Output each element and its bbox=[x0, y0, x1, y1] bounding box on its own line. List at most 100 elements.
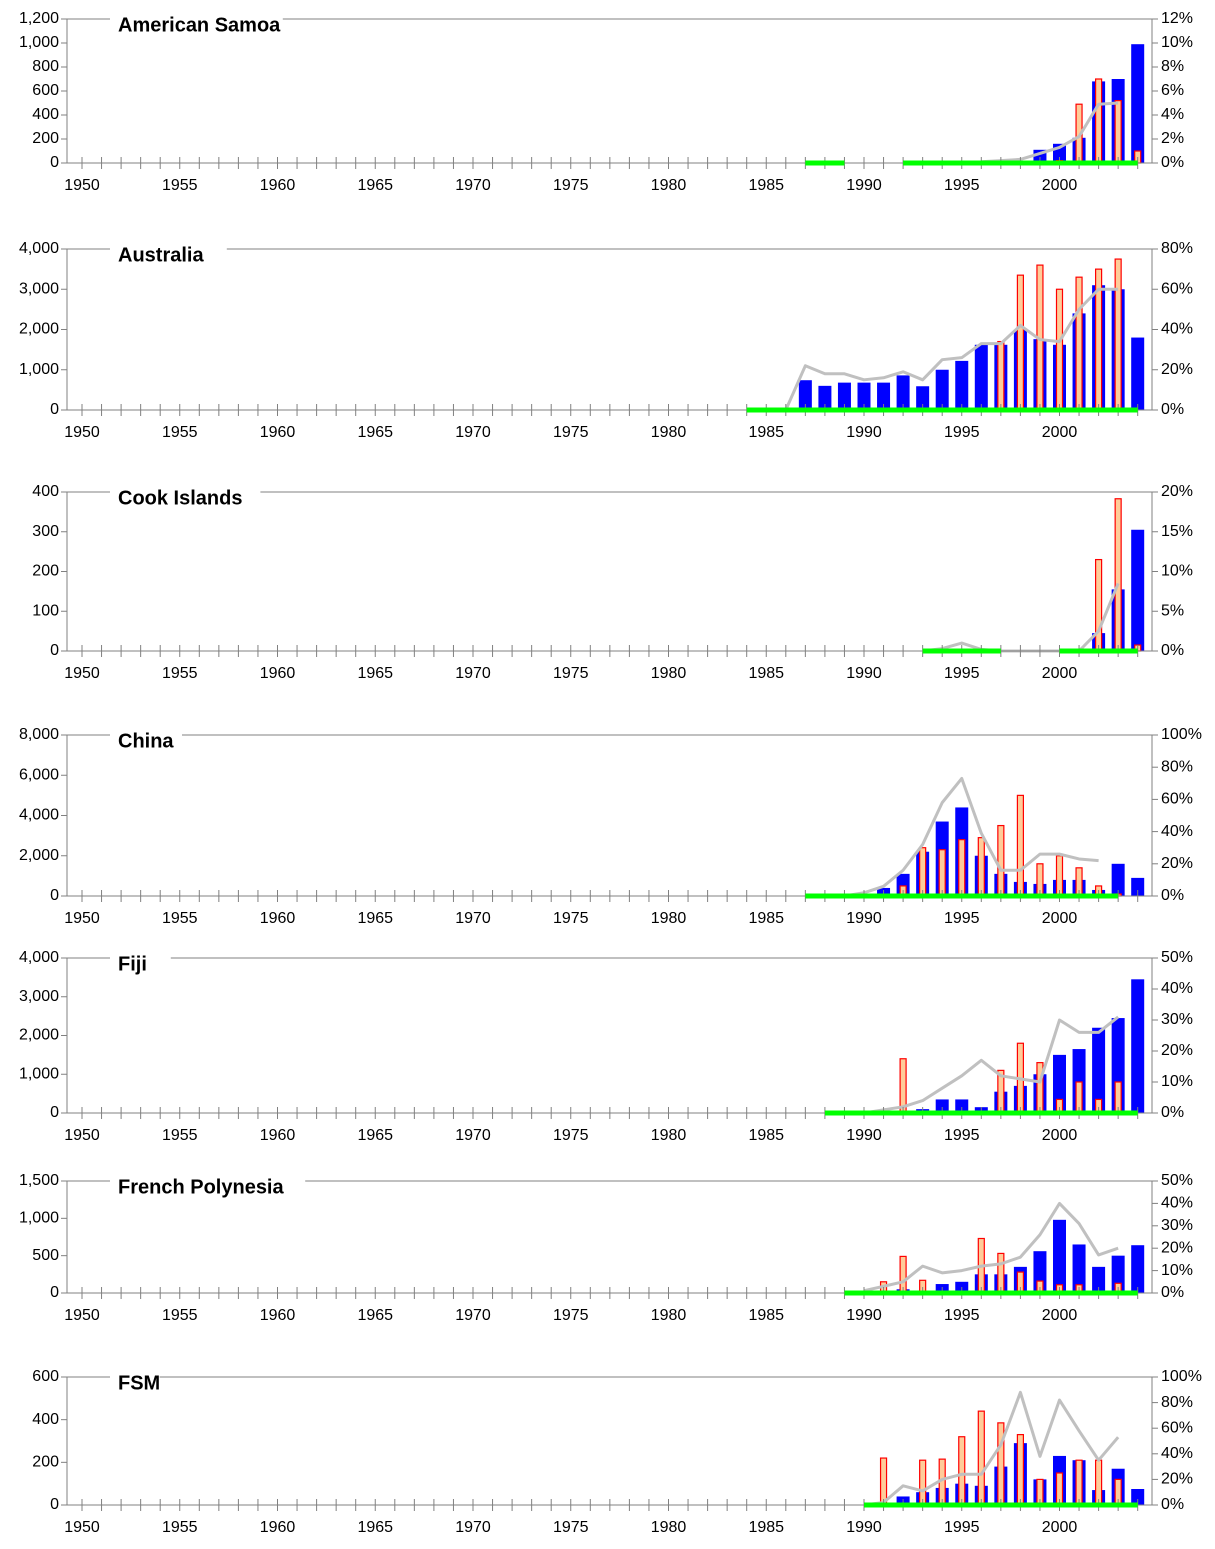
chart-panel: Cook Islands 0 100 200 300 400 0% 5% 10% 15% 20% 19… bbox=[32, 483, 1193, 682]
pct-line bbox=[784, 287, 1119, 411]
x-tick-label: 2000 bbox=[1042, 424, 1078, 441]
y2-tick-label: 80% bbox=[1161, 758, 1193, 775]
x-tick-label: 1970 bbox=[455, 1519, 491, 1536]
x-tick-label: 1965 bbox=[357, 910, 393, 927]
blue-bar bbox=[935, 369, 949, 410]
y2-tick-label: 4% bbox=[1161, 106, 1184, 123]
y-tick-label: 8,000 bbox=[19, 726, 59, 743]
x-tick-label: 1955 bbox=[162, 665, 198, 682]
x-tick-label: 1995 bbox=[944, 1127, 980, 1144]
y2-tick-label: 2% bbox=[1161, 130, 1184, 147]
y-tick-label: 0 bbox=[50, 1284, 59, 1301]
x-tick-label: 1960 bbox=[260, 910, 296, 927]
red-bar bbox=[919, 1459, 927, 1506]
x-tick-label: 1995 bbox=[944, 665, 980, 682]
x-tick-label: 1980 bbox=[651, 1127, 687, 1144]
y2-tick-label: 20% bbox=[1161, 1471, 1193, 1488]
y-tick-label: 0 bbox=[50, 1496, 59, 1513]
blue-bar bbox=[955, 1099, 969, 1113]
blue-bar bbox=[1053, 1219, 1066, 1293]
x-tick-label: 2000 bbox=[1042, 1307, 1078, 1324]
blue-bar bbox=[1131, 529, 1145, 651]
y2-tick-label: 5% bbox=[1161, 602, 1184, 619]
x-tick-label: 1975 bbox=[553, 910, 589, 927]
blue-bar bbox=[1131, 44, 1145, 164]
y2-tick-label: 80% bbox=[1161, 240, 1193, 257]
pct-line bbox=[844, 776, 1099, 898]
y2-tick-label: 40% bbox=[1161, 321, 1193, 338]
blue-bar bbox=[877, 382, 891, 410]
y2-tick-label: 20% bbox=[1161, 855, 1193, 872]
y-tick-label: 2,000 bbox=[19, 847, 59, 864]
red-bar bbox=[958, 839, 966, 897]
panel-title: Australia bbox=[118, 244, 204, 266]
x-tick-label: 1980 bbox=[651, 910, 687, 927]
x-tick-label: 1950 bbox=[64, 665, 100, 682]
panel-title: Cook Islands bbox=[118, 487, 242, 509]
x-tick-label: 1990 bbox=[846, 1127, 882, 1144]
y2-tick-label: 20% bbox=[1161, 483, 1193, 500]
y-tick-label: 200 bbox=[32, 1454, 59, 1471]
x-tick-label: 1995 bbox=[944, 1307, 980, 1324]
pct-line bbox=[863, 1201, 1119, 1293]
x-tick-label: 1975 bbox=[553, 177, 589, 194]
blue-bar bbox=[1053, 1054, 1066, 1113]
chart-panel: French Polynesia 0 500 1,000 1,500 0% 10% 20% 30… bbox=[19, 1172, 1193, 1324]
y2-tick-label: 60% bbox=[1161, 1419, 1193, 1436]
x-tick-label: 1985 bbox=[748, 1127, 784, 1144]
x-tick-label: 1975 bbox=[553, 1307, 589, 1324]
x-tick-label: 1975 bbox=[553, 1519, 589, 1536]
x-tick-label: 1960 bbox=[260, 1307, 296, 1324]
y2-tick-label: 100% bbox=[1161, 1368, 1202, 1385]
y2-tick-label: 20% bbox=[1161, 1042, 1193, 1059]
red-bar bbox=[977, 837, 985, 897]
y-tick-label: 1,000 bbox=[19, 361, 59, 378]
y2-tick-label: 60% bbox=[1161, 280, 1193, 297]
y2-tick-label: 20% bbox=[1161, 1239, 1193, 1256]
y-tick-label: 200 bbox=[32, 130, 59, 147]
x-tick-label: 1990 bbox=[846, 665, 882, 682]
x-tick-label: 1950 bbox=[64, 1519, 100, 1536]
y-tick-label: 3,000 bbox=[19, 988, 59, 1005]
y2-tick-label: 50% bbox=[1161, 949, 1193, 966]
y-tick-label: 500 bbox=[32, 1247, 59, 1264]
x-tick-label: 1985 bbox=[748, 1519, 784, 1536]
x-tick-label: 1970 bbox=[455, 1307, 491, 1324]
y2-tick-label: 80% bbox=[1161, 1394, 1193, 1411]
x-tick-label: 1960 bbox=[260, 665, 296, 682]
chart-panel: Fiji 0 1,000 2,000 3,000 4,000 0% 10% 20% 30% 40% 5… bbox=[19, 949, 1193, 1144]
x-tick-label: 1990 bbox=[846, 177, 882, 194]
blue-bar bbox=[1131, 979, 1145, 1113]
y2-tick-label: 30% bbox=[1161, 1217, 1193, 1234]
y2-tick-label: 0% bbox=[1161, 401, 1184, 418]
y2-tick-label: 40% bbox=[1161, 1195, 1193, 1212]
x-tick-label: 1950 bbox=[64, 424, 100, 441]
x-tick-label: 1975 bbox=[553, 1127, 589, 1144]
x-tick-label: 1990 bbox=[846, 424, 882, 441]
y-tick-label: 4,000 bbox=[19, 949, 59, 966]
x-tick-label: 1965 bbox=[357, 1519, 393, 1536]
x-tick-label: 1955 bbox=[162, 177, 198, 194]
panel-title: French Polynesia bbox=[118, 1176, 284, 1198]
red-bar bbox=[919, 847, 927, 897]
y-tick-label: 3,000 bbox=[19, 280, 59, 297]
y2-tick-label: 0% bbox=[1161, 1284, 1184, 1301]
y-tick-label: 400 bbox=[32, 1411, 59, 1428]
y-tick-label: 4,000 bbox=[19, 807, 59, 824]
red-bar bbox=[1055, 855, 1064, 897]
red-bar bbox=[958, 1436, 966, 1506]
x-tick-label: 1950 bbox=[64, 177, 100, 194]
x-tick-label: 1990 bbox=[846, 1307, 882, 1324]
y2-tick-label: 60% bbox=[1161, 791, 1193, 808]
red-bar bbox=[1055, 288, 1064, 411]
x-tick-label: 1960 bbox=[260, 1127, 296, 1144]
y2-tick-label: 20% bbox=[1161, 361, 1193, 378]
y-tick-label: 1,200 bbox=[19, 10, 59, 27]
x-tick-label: 1995 bbox=[944, 910, 980, 927]
blue-bar bbox=[1131, 1489, 1145, 1505]
red-bar bbox=[1016, 274, 1025, 411]
x-tick-label: 1970 bbox=[455, 1127, 491, 1144]
pct-line bbox=[863, 1390, 1120, 1507]
y-tick-label: 600 bbox=[32, 1368, 59, 1385]
